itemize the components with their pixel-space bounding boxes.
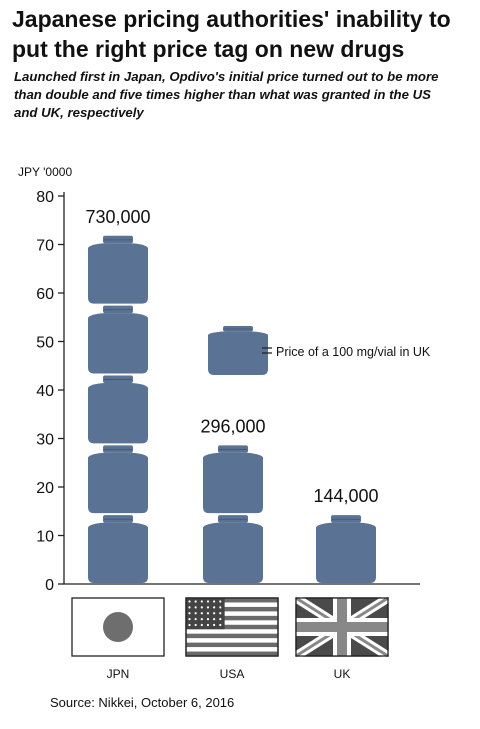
flag-star [213,606,216,609]
flag-star [213,612,216,615]
vial-jpn-2 [88,445,148,514]
vial-jpn-4 [88,305,148,374]
flag-disc [103,612,133,642]
flag-star [194,623,197,627]
data-label-usa: 296,000 [200,416,265,436]
data-labels: 730,000 296,000 144,000 [85,207,378,506]
flag-star [194,612,197,615]
flag-star [200,606,203,609]
flag-star [200,618,203,621]
y-tick-label: 10 [36,529,54,546]
flag-stripe [186,633,278,639]
flag-star [194,618,197,621]
flag-star [188,600,191,603]
vial-stacks [88,235,376,583]
flag-stripe [186,615,278,621]
uk-flag [293,594,391,660]
flag-star [188,618,191,621]
flag-canton [186,598,225,630]
y-axis-unit-label: JPY '0000 [18,165,73,179]
flag-star [219,618,222,621]
legend-label: Price of a 100 mg/vial in UK [276,345,431,359]
usa-flag [185,597,279,657]
vial-usa-1 [203,515,263,583]
y-tick-label: 30 [36,432,54,449]
legend: Price of a 100 mg/vial in UK [208,326,431,375]
vial-jpn-5 [88,235,148,304]
vial-body [316,522,376,583]
vial-body [88,452,148,514]
category-label-jpn: JPN [107,667,130,681]
vial-body [88,313,148,374]
flag-star [194,600,197,603]
vial-body [208,331,268,375]
japan-flag [71,597,165,657]
y-tick-label: 60 [36,286,54,303]
flag-star [194,606,197,609]
flag-star [188,612,191,615]
flag-star [219,606,222,609]
flag-star [206,618,210,621]
flag-star [206,606,210,609]
vial-usa-2 [203,445,263,514]
vial-body [88,243,148,304]
chart-title: Japanese pricing authorities' inability … [12,6,451,62]
flag-star [206,612,210,615]
flag-star [188,606,191,609]
vial-uk-1 [316,515,376,583]
y-tick-label: 0 [45,577,54,594]
data-label-uk: 144,000 [313,486,378,506]
flag-cross [296,622,388,632]
source-note: Source: Nikkei, October 6, 2016 [50,695,235,710]
y-tick-label: 40 [36,383,54,400]
data-label-jpn: 730,000 [85,207,150,227]
vial-jpn-1 [88,515,148,583]
y-axis: 0 10 20 30 40 50 60 70 80 [36,189,420,594]
flag-star [200,623,203,627]
flag-star [188,623,191,627]
flag-star [213,623,216,627]
flag-outline [295,597,389,657]
flag-stripe [186,624,278,630]
flag-star [200,600,203,603]
flag-star [206,623,210,627]
vial-jpn-3 [88,375,148,444]
vial-body [88,522,148,583]
flag-star [219,612,222,615]
chart-subtitle: Launched first in Japan, Opdivo's initia… [14,69,439,120]
flag-star [213,600,216,603]
vial-body [203,452,263,514]
vial-body [88,382,148,444]
category-label-usa: USA [220,667,245,681]
country-flags: JPN USA UK [71,594,391,681]
flag-star [206,600,210,603]
legend-vial-icon [208,326,268,375]
category-label-uk: UK [334,667,351,681]
vial-body [203,522,263,583]
flag-outline [185,597,279,657]
flag-stripe [186,651,278,656]
y-tick-label: 50 [36,335,54,352]
flag-stripe [186,606,278,612]
flag-stripe [186,642,278,648]
flag-stripe [186,598,278,603]
flag-star [213,618,216,621]
flag-star [200,612,203,615]
flag-star [219,623,222,627]
y-tick-label: 80 [36,189,54,206]
y-tick-label: 70 [36,238,54,255]
flag-star [219,600,222,603]
y-tick-label: 20 [36,480,54,497]
